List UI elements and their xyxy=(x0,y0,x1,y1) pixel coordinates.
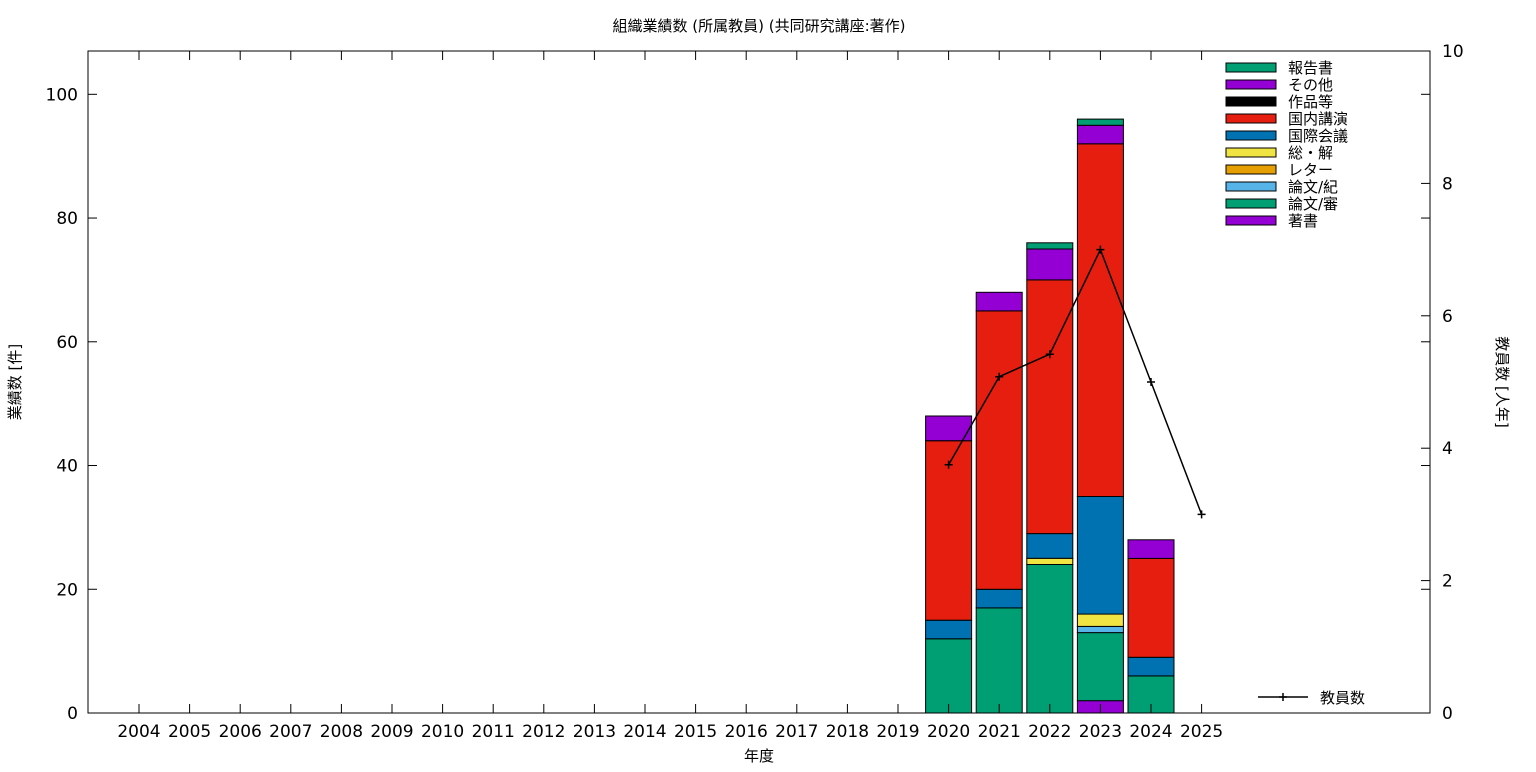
y-tick-label: 100 xyxy=(46,85,78,105)
bar-segment xyxy=(975,291,1023,312)
bar-segment xyxy=(1076,496,1124,615)
teacher-count-point xyxy=(1045,350,1054,359)
legend-swatch xyxy=(1225,215,1277,226)
legend-swatch xyxy=(1225,130,1277,141)
teacher-count-point xyxy=(1197,510,1206,519)
bar-segment xyxy=(1026,248,1074,281)
legend-label: 国内講演 xyxy=(1288,110,1348,128)
bar-segment xyxy=(925,619,973,640)
legend-line-marker xyxy=(1279,693,1287,701)
bar-segment xyxy=(975,607,1023,714)
y-axis-label: 業績数 [件] xyxy=(6,344,24,420)
legend-label: レター xyxy=(1288,161,1333,179)
x-tick-label: 2009 xyxy=(370,722,413,742)
bar-segment xyxy=(1026,242,1074,250)
x-tick-label: 2018 xyxy=(826,722,869,742)
legend-label: 報告書 xyxy=(1288,59,1333,77)
legend-label: 国際会議 xyxy=(1288,127,1348,145)
bar-segment xyxy=(925,440,973,621)
teacher-count-point xyxy=(1096,245,1105,254)
x-tick-label: 2017 xyxy=(775,722,818,742)
bar-segment xyxy=(975,588,1023,609)
plot-frame xyxy=(87,50,1431,714)
line-layer xyxy=(944,245,1206,519)
x-axis-label: 年度 xyxy=(744,747,774,765)
teacher-count-point xyxy=(944,460,953,469)
legend-swatch xyxy=(1225,62,1277,73)
legend-label: 総・解 xyxy=(1288,144,1333,162)
bar-segment xyxy=(1127,539,1175,559)
x-tick-label: 2012 xyxy=(522,722,565,742)
x-tick-label: 2022 xyxy=(1028,722,1071,742)
teacher-count-line xyxy=(947,247,1203,515)
bar-segment xyxy=(1026,557,1074,565)
y2-axis-label: 教員数 [人年] xyxy=(1493,336,1511,427)
bar-segment xyxy=(1076,118,1124,126)
legend-swatch xyxy=(1225,113,1277,124)
x-tick-label: 2023 xyxy=(1079,722,1122,742)
bar-segment xyxy=(1076,632,1124,702)
teacher-count-point xyxy=(1147,378,1155,386)
legend-label: その他 xyxy=(1288,76,1333,94)
legend-line-label: 教員数 xyxy=(1320,689,1365,707)
x-tick-label: 2011 xyxy=(472,722,515,742)
y2-tick-label: 8 xyxy=(1442,174,1453,194)
y-tick-label: 60 xyxy=(56,333,78,353)
legend-swatch xyxy=(1225,181,1277,192)
legend-label: 論文/審 xyxy=(1288,195,1338,213)
x-tick-label: 2013 xyxy=(573,722,616,742)
x-tick-label: 2020 xyxy=(927,722,970,742)
bar-segment xyxy=(1076,124,1124,145)
teacher-count-point xyxy=(995,372,1004,381)
y-tick-label: 80 xyxy=(56,209,78,229)
x-tick-label: 2007 xyxy=(269,722,312,742)
x-tick-label: 2016 xyxy=(725,722,768,742)
x-tick-label: 2024 xyxy=(1129,722,1172,742)
y-tick-label: 20 xyxy=(56,580,78,600)
bar-segment xyxy=(1026,533,1074,559)
x-tick-label: 2005 xyxy=(168,722,211,742)
bars-layer xyxy=(925,118,1175,714)
legend-label: 作品等 xyxy=(1288,93,1333,111)
bar-segment xyxy=(1076,613,1124,627)
bar-segment xyxy=(1026,564,1074,714)
bar-segment xyxy=(1026,279,1074,535)
bar-segment xyxy=(925,638,973,714)
x-tick-label: 2019 xyxy=(876,722,919,742)
x-tick-label: 2004 xyxy=(117,722,160,742)
x-tick-label: 2006 xyxy=(219,722,262,742)
legend-swatch xyxy=(1225,164,1277,175)
x-tick-label: 2010 xyxy=(421,722,464,742)
x-tick-label: 2025 xyxy=(1180,722,1223,742)
bar-segment xyxy=(1076,625,1124,634)
legend-swatch xyxy=(1225,198,1277,209)
bar-segment xyxy=(925,415,973,442)
bar-segment xyxy=(1127,656,1175,677)
axes-layer: 0 20 40 60 80 100 0 2 4 6 8 10 2004 2005 2006 2007 2008 2… xyxy=(46,42,1464,742)
bar-segment xyxy=(1076,143,1124,498)
y2-tick-label: 6 xyxy=(1442,307,1453,327)
x-tick-label: 2014 xyxy=(623,722,666,742)
chart-title: 組織業績数 (所属教員) (共同研究講座:著作) xyxy=(613,17,906,35)
bar-segment xyxy=(975,310,1023,590)
x-tick-label: 2008 xyxy=(320,722,363,742)
x-tick-label: 2015 xyxy=(674,722,717,742)
y2-tick-label: 0 xyxy=(1442,704,1453,724)
y2-tick-label: 2 xyxy=(1442,572,1453,592)
y-tick-label: 40 xyxy=(56,457,78,477)
legend-swatch xyxy=(1225,96,1277,107)
legend-swatch xyxy=(1225,79,1277,90)
x-tick-label: 2021 xyxy=(978,722,1021,742)
y2-tick-label: 4 xyxy=(1442,439,1453,459)
bar-segment xyxy=(1127,557,1175,658)
y2-tick-label: 10 xyxy=(1442,42,1464,62)
legend-label: 著書 xyxy=(1288,212,1318,230)
legend-swatch xyxy=(1225,147,1277,158)
legend-label: 論文/紀 xyxy=(1288,178,1338,196)
y-tick-label: 0 xyxy=(67,704,78,724)
